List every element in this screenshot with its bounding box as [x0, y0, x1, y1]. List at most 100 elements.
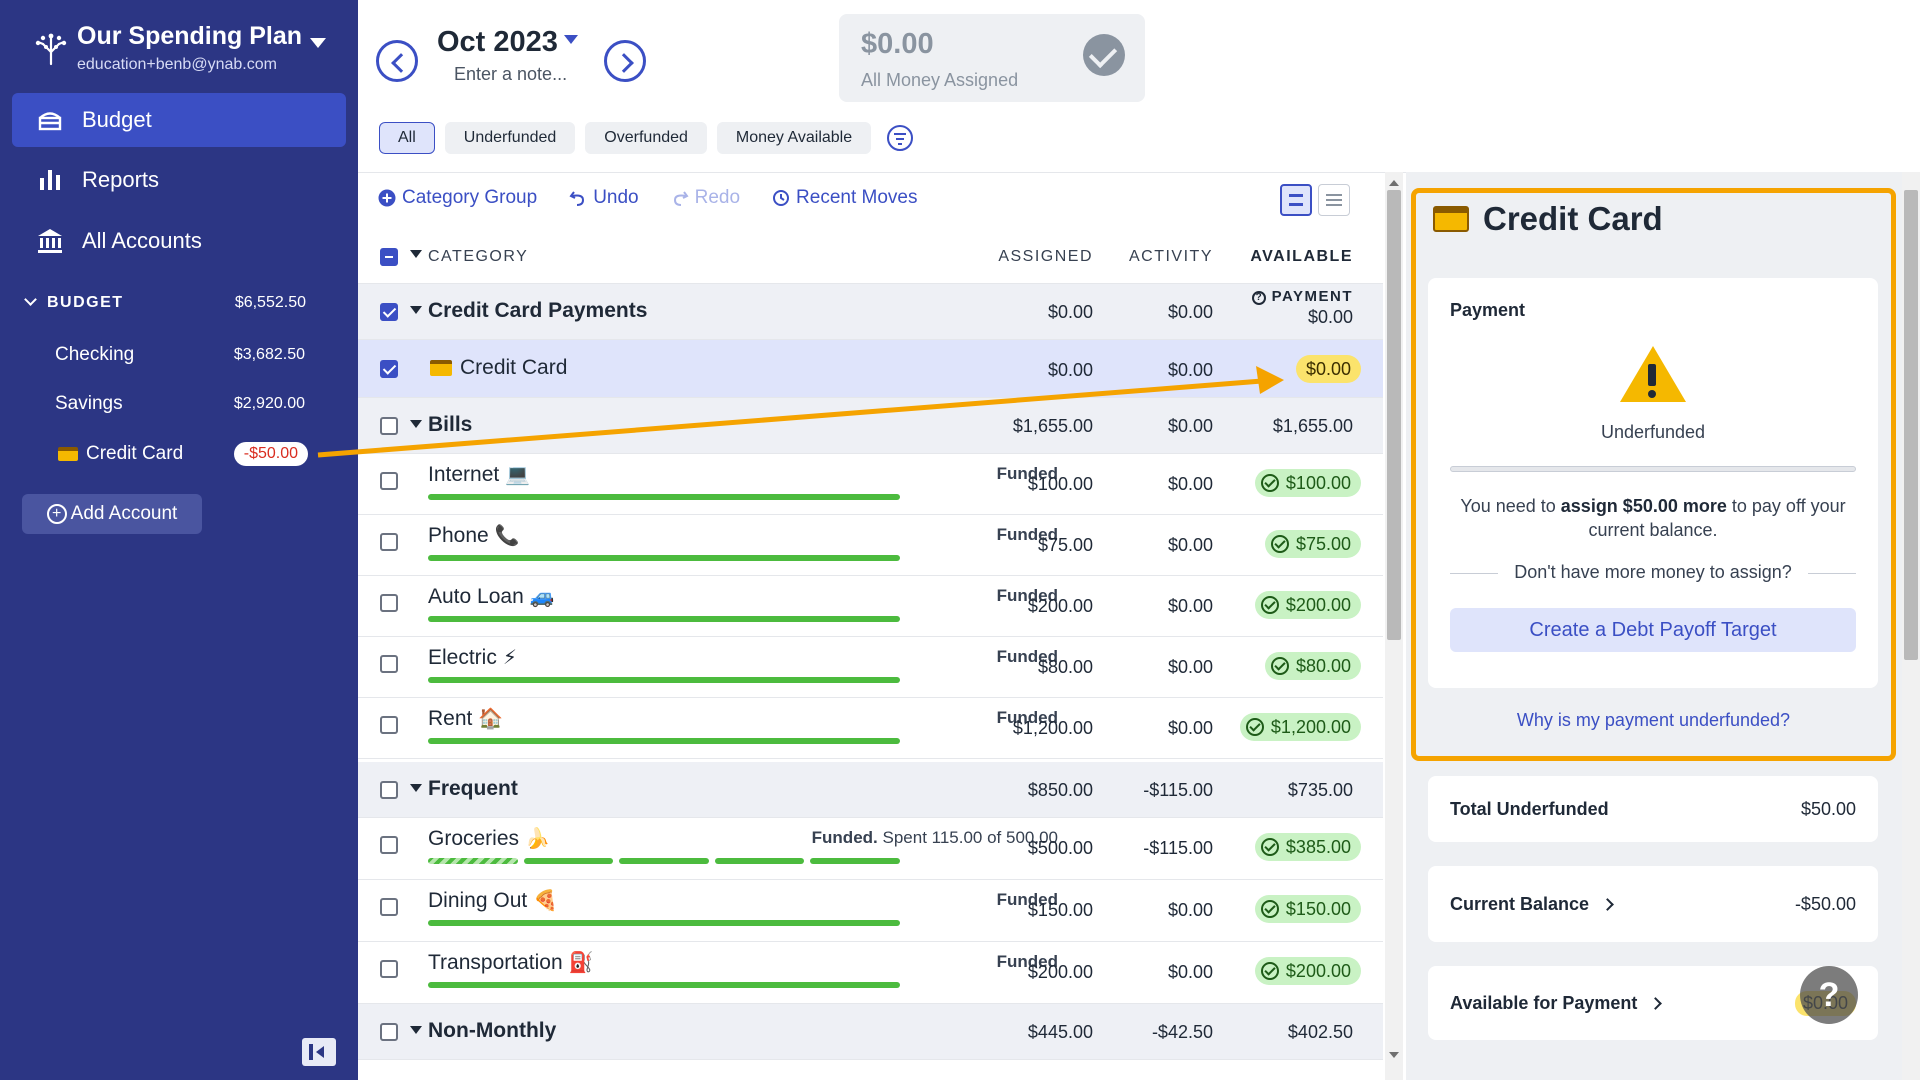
previous-month-button[interactable]: [376, 40, 418, 82]
category-assigned[interactable]: $80.00: [1037, 657, 1093, 677]
category-activity[interactable]: $0.00: [1167, 900, 1213, 920]
category-checkbox[interactable]: [380, 898, 398, 916]
category-row[interactable]: Electric ⚡ Funded $80.00 $0.00 $80.00: [358, 637, 1383, 698]
scroll-up-arrow[interactable]: [1389, 180, 1399, 186]
nav-budget[interactable]: Budget: [12, 93, 346, 147]
available-pill[interactable]: $200.00: [1254, 957, 1361, 985]
current-balance-card[interactable]: Current Balance -$50.00: [1428, 866, 1878, 942]
category-row[interactable]: Dining Out 🍕 Funded $150.00 $0.00 $150.00: [358, 880, 1383, 942]
category-activity[interactable]: -$115.00: [1143, 838, 1213, 858]
collapse-group-icon[interactable]: [410, 306, 422, 314]
create-debt-payoff-target-button[interactable]: Create a Debt Payoff Target: [1450, 608, 1856, 652]
next-month-button[interactable]: [604, 40, 646, 82]
category-checkbox[interactable]: [380, 594, 398, 612]
category-activity[interactable]: $0.00: [1167, 474, 1213, 494]
category-assigned[interactable]: $150.00: [1027, 900, 1093, 920]
category-activity[interactable]: $0.00: [1167, 657, 1213, 677]
category-checkbox[interactable]: [380, 960, 398, 978]
category-activity[interactable]: $0.00: [1167, 596, 1213, 616]
available-pill[interactable]: $0.00: [1295, 355, 1361, 383]
category-group-row[interactable]: Bills $1,655.00 $0.00 $1,655.00: [358, 398, 1383, 454]
collapse-sidebar-button[interactable]: [302, 1038, 336, 1066]
collapse-group-icon[interactable]: [410, 1026, 422, 1034]
payment-message: You need to assign $50.00 more to pay of…: [1458, 494, 1848, 542]
available-pill[interactable]: $100.00: [1254, 469, 1361, 497]
available-pill[interactable]: $80.00: [1264, 652, 1361, 680]
why-underfunded-link[interactable]: Why is my payment underfunded?: [1516, 710, 1791, 730]
recent-moves-button[interactable]: Recent Moves: [772, 187, 917, 209]
filter-money-available[interactable]: Money Available: [716, 122, 872, 154]
category-assigned[interactable]: $200.00: [1027, 596, 1093, 616]
month-note[interactable]: Enter a note...: [454, 64, 568, 84]
category-row[interactable]: Auto Loan 🚙 Funded $200.00 $0.00 $200.00: [358, 576, 1383, 637]
category-activity[interactable]: $0.00: [1167, 360, 1213, 380]
month-selector[interactable]: Oct 2023: [437, 26, 578, 59]
redo-button[interactable]: Redo: [671, 187, 740, 209]
category-assigned[interactable]: $0.00: [1047, 360, 1093, 380]
help-button[interactable]: ?: [1800, 966, 1858, 1024]
help-icon[interactable]: ?: [1251, 291, 1266, 305]
category-row-credit-card[interactable]: Credit Card $0.00 $0.00 $0.00: [358, 340, 1383, 398]
group-checkbox[interactable]: [380, 1023, 398, 1041]
category-group-row[interactable]: Frequent $850.00 -$115.00 $735.00: [358, 762, 1383, 818]
available-pill[interactable]: $385.00: [1254, 833, 1361, 861]
add-category-group-button[interactable]: Category Group: [378, 187, 537, 209]
category-assigned[interactable]: $500.00: [1027, 838, 1093, 858]
category-activity[interactable]: $0.00: [1167, 962, 1213, 982]
compact-view-button[interactable]: [1318, 184, 1350, 216]
category-group-row[interactable]: Non-Monthly $445.00 -$42.50 $402.50: [358, 1004, 1383, 1060]
activity-column-header: ACTIVITY: [1128, 248, 1213, 265]
category-row[interactable]: Phone 📞 Funded $75.00 $0.00 $75.00: [358, 515, 1383, 576]
undo-button[interactable]: Undo: [569, 187, 639, 209]
category-row[interactable]: Transportation ⛽ Funded $200.00 $0.00 $200.00: [358, 942, 1383, 1004]
category-row[interactable]: Internet 💻 Funded $100.00 $0.00 $100.00: [358, 454, 1383, 515]
available-amount: $150.00: [1285, 898, 1351, 919]
category-checkbox[interactable]: [380, 716, 398, 734]
add-account-button[interactable]: + Add Account: [22, 494, 202, 534]
scroll-down-arrow[interactable]: [1389, 1052, 1399, 1058]
category-checkbox[interactable]: [380, 836, 398, 854]
category-checkbox[interactable]: [380, 655, 398, 673]
budget-accounts-header[interactable]: BUDGET $6,552.50: [24, 293, 306, 312]
expanded-view-button[interactable]: [1280, 184, 1312, 216]
filter-icon[interactable]: [887, 125, 914, 151]
category-assigned[interactable]: $200.00: [1027, 962, 1093, 982]
group-checkbox[interactable]: [380, 781, 398, 799]
available-pill[interactable]: $150.00: [1254, 895, 1361, 923]
category-row-partial[interactable]: [358, 1060, 1383, 1080]
category-assigned[interactable]: $1,200.00: [1012, 718, 1093, 738]
category-checkbox[interactable]: [380, 533, 398, 551]
category-checkbox[interactable]: [380, 360, 398, 378]
available-pill[interactable]: $1,200.00: [1239, 713, 1361, 741]
category-row[interactable]: Groceries 🍌 Funded. Spent 115.00 of 500.00…: [358, 818, 1383, 880]
category-activity[interactable]: $0.00: [1167, 718, 1213, 738]
category-checkbox[interactable]: [380, 472, 398, 490]
filter-underfunded[interactable]: Underfunded: [444, 122, 576, 154]
available-pill[interactable]: $200.00: [1254, 591, 1361, 619]
collapse-group-icon[interactable]: [410, 420, 422, 428]
nav-all-accounts[interactable]: All Accounts: [12, 214, 346, 268]
category-row[interactable]: Rent 🏠 Funded $1,200.00 $0.00 $1,200.00: [358, 698, 1383, 759]
account-balance: $2,920.00: [233, 395, 305, 412]
select-all-checkbox[interactable]: [380, 248, 398, 266]
account-checking[interactable]: Checking $3,682.50: [55, 344, 305, 366]
account-credit-card[interactable]: Credit Card -$50.00: [58, 442, 308, 466]
plan-switcher[interactable]: Our Spending Plan education+benb@ynab.co…: [30, 20, 340, 80]
table-scrollbar-thumb[interactable]: [1387, 190, 1401, 640]
category-assigned[interactable]: $100.00: [1027, 474, 1093, 494]
group-checkbox[interactable]: [380, 303, 398, 321]
category-activity[interactable]: $0.00: [1167, 535, 1213, 555]
check-circle-icon: [1270, 535, 1289, 553]
account-savings[interactable]: Savings $2,920.00: [55, 393, 305, 415]
inspector-scrollbar-thumb[interactable]: [1904, 190, 1918, 660]
category-assigned[interactable]: $75.00: [1037, 535, 1093, 555]
collapse-all-icon[interactable]: [410, 250, 422, 258]
filter-all[interactable]: All: [379, 122, 435, 154]
category-emoji-icon: ⛽: [568, 950, 594, 974]
group-checkbox[interactable]: [380, 417, 398, 435]
filter-overfunded[interactable]: Overfunded: [585, 122, 707, 154]
nav-reports[interactable]: Reports: [12, 153, 346, 207]
category-group-row[interactable]: Credit Card Payments $0.00 $0.00 ? PAYMEN…: [358, 284, 1383, 340]
collapse-group-icon[interactable]: [410, 784, 422, 792]
available-pill[interactable]: $75.00: [1264, 530, 1361, 558]
